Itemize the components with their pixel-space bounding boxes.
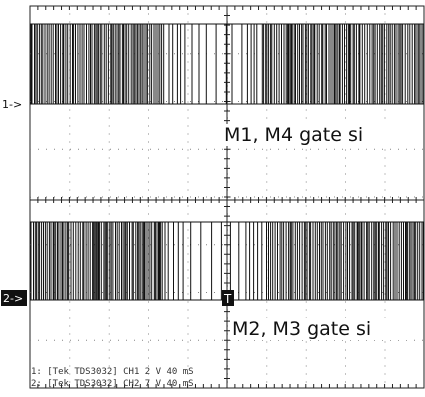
trigger-marker: T <box>223 292 232 306</box>
scope-screen: 1-> 2-> T M1, M4 gate si M2, M3 gate si … <box>0 0 425 397</box>
footer-line: 2: [Tek TDS3032] CH2 7 V 40 mS <box>31 379 194 389</box>
channel-2-marker: 2-> <box>3 292 23 305</box>
footer-line: 1: [Tek TDS3032] CH1 2 V 40 mS <box>31 367 194 377</box>
channel-1-marker: 1-> <box>2 98 22 111</box>
channel-2-label: M2, M3 gate si <box>232 318 371 340</box>
channel-1-label: M1, M4 gate si <box>224 124 363 146</box>
